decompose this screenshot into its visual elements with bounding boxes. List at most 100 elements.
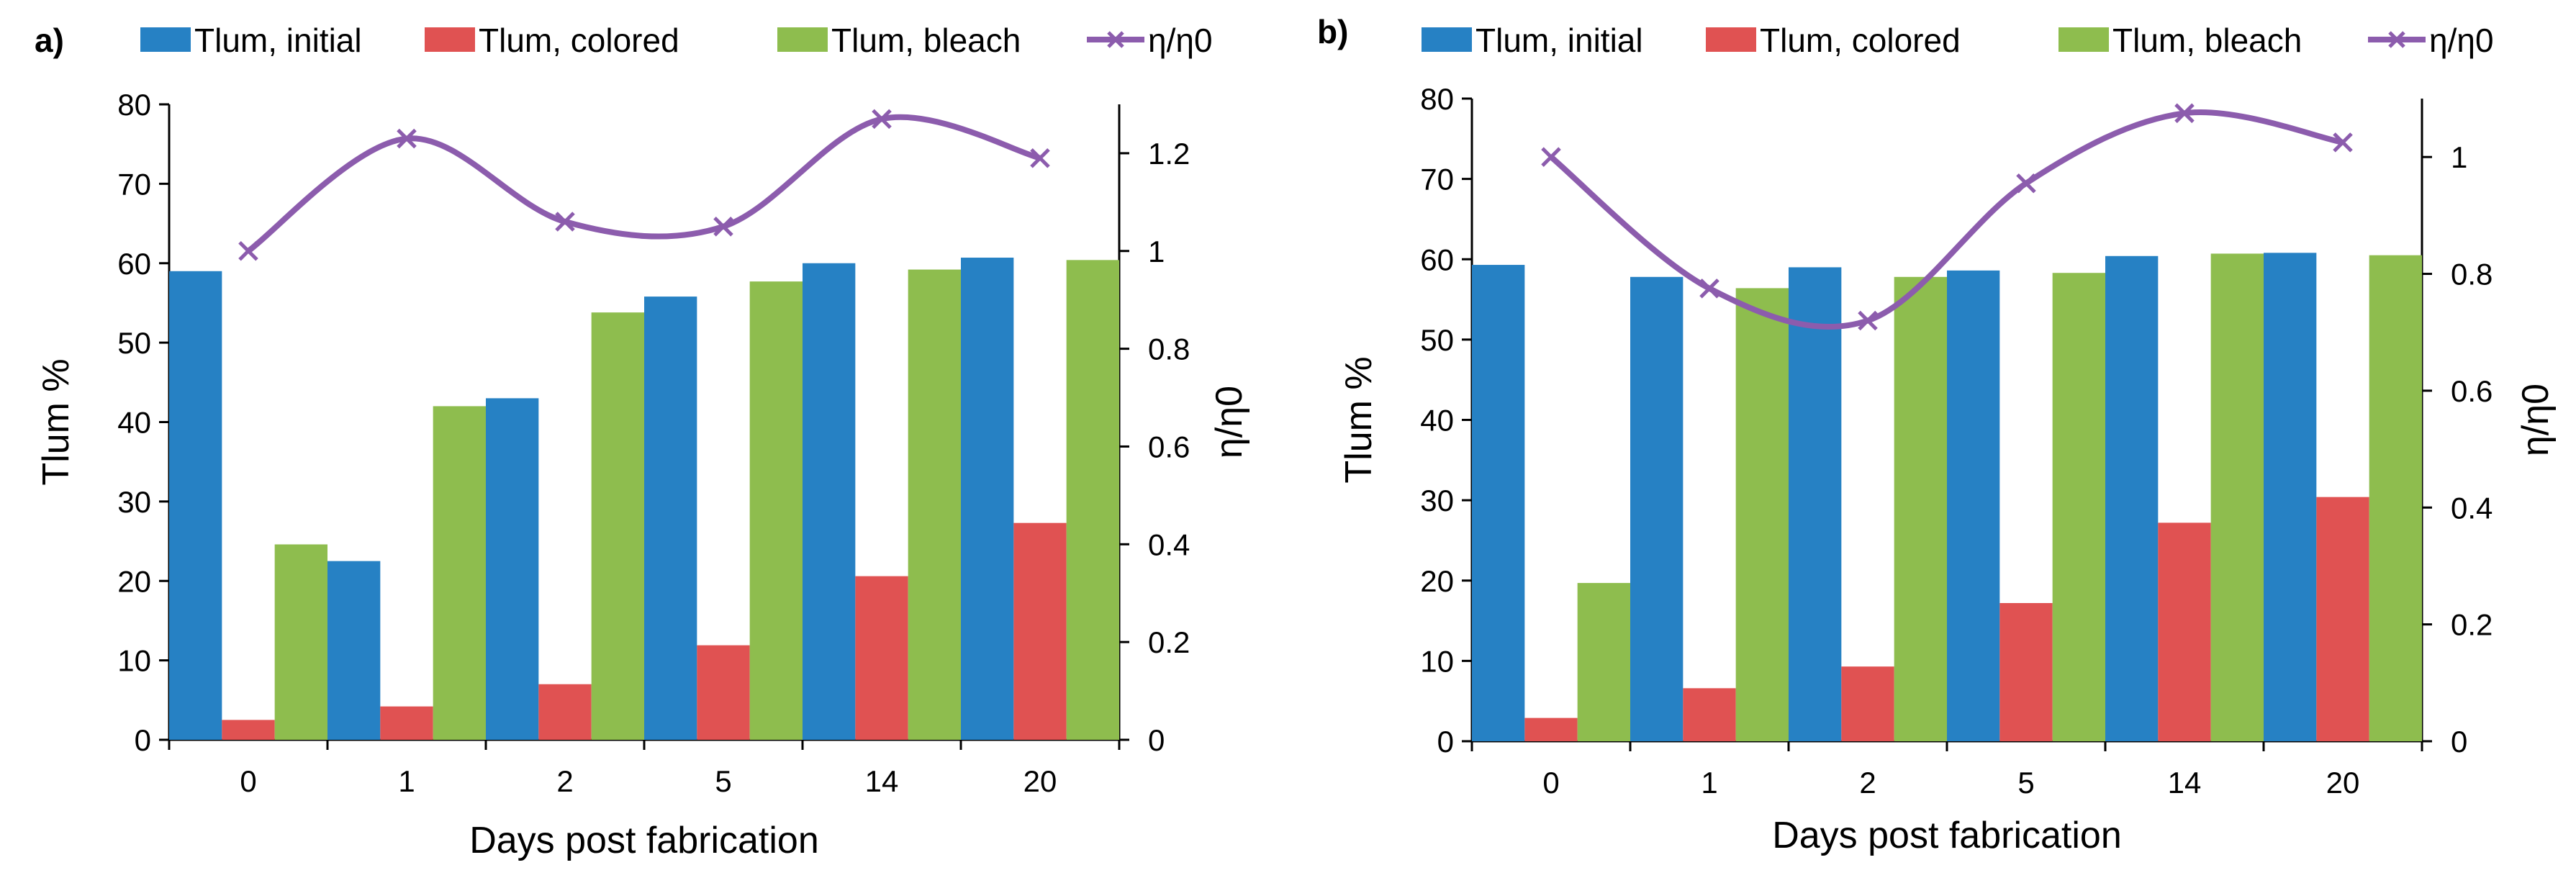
y-tick-label: 80 [117,88,151,122]
bar [274,544,327,740]
bar [2158,522,2211,741]
y2-tick-label: 1.2 [1148,137,1190,171]
bar [1841,666,1894,741]
x-tick-label: 2 [556,764,573,798]
chart-panel-a: a) Tlum, initial Tlum, colored Tlum, bleach… [35,22,1250,861]
x-tick-label: 0 [1542,766,1559,800]
y2-tick-label: 0 [1148,723,1165,757]
y2-tick-label: 1 [1148,235,1165,268]
bar [2052,273,2105,741]
y-axis-title: Tlum % [35,358,77,485]
x-tick-label: 5 [2017,766,2034,800]
legend-label: η/η0 [2429,22,2494,59]
bar [222,720,275,740]
eta-point-marker [2333,132,2353,153]
y-tick-label: 0 [135,723,151,757]
y-tick-label: 30 [1420,484,1454,517]
x-axis-title: Days post fabrication [1772,815,2122,856]
eta-point-marker [238,241,258,261]
x-axis-title: Days post fabrication [469,820,819,861]
bar [1735,288,1789,741]
bar [908,269,961,741]
x-tick-label: 20 [1023,764,1057,798]
bar [803,263,856,740]
y-tick-label: 30 [117,485,151,519]
legend-line-marker [2388,31,2405,48]
bar [591,312,644,740]
bar [1683,688,1736,741]
y2-tick-label: 0.6 [1148,430,1190,463]
eta-point-marker [2174,103,2195,124]
y2-axis-title: η/η0 [2515,384,2557,456]
bar [327,561,381,740]
legend-swatch [425,27,475,52]
bar [1999,603,2053,741]
bar [2210,253,2264,741]
legend-swatch [2058,27,2109,52]
bar [1789,267,1842,742]
eta-point-marker [555,212,575,232]
y-tick-label: 70 [1420,163,1454,196]
bar [1066,260,1119,741]
y-tick-label: 60 [117,247,151,281]
y-tick-label: 10 [117,644,151,678]
legend-label: Tlum, colored [479,22,679,59]
eta-line-series [246,114,1041,254]
x-tick-label: 0 [240,764,256,798]
eta-point-marker [1699,279,1719,299]
y2-tick-label: 0.8 [1148,332,1190,366]
y-tick-label: 80 [1420,82,1454,116]
y2-tick-label: 1 [2451,140,2467,174]
y2-tick-label: 0.2 [1148,625,1190,659]
y-tick-label: 60 [1420,243,1454,276]
y2-tick-label: 0.8 [2451,258,2493,291]
eta-point-marker [872,109,892,130]
bar [2264,253,2317,741]
y-axis-title: Tlum % [1338,356,1380,483]
y2-tick-label: 0 [2451,725,2467,759]
y-tick-label: 50 [1420,323,1454,357]
y-tick-label: 20 [117,564,151,598]
legend-swatch [1422,27,1472,52]
bar [2105,255,2159,741]
eta-point-marker [1541,147,1561,167]
bar [749,281,803,741]
legend-label: Tlum, initial [1475,22,1643,59]
panel-label: a) [35,22,64,59]
panel-label: b) [1317,13,1348,50]
x-tick-label: 1 [1701,766,1717,800]
legend-swatch [140,27,191,52]
bar [1630,276,1684,741]
x-tick-label: 5 [715,764,731,798]
bar [1013,522,1067,740]
x-tick-label: 20 [2326,766,2360,800]
bar [169,271,222,741]
y-tick-label: 40 [117,406,151,440]
legend-swatch [777,27,828,52]
legend-swatch [1706,27,1756,52]
bar [697,645,750,740]
legend-line-marker [1107,31,1124,48]
bar [1524,717,1578,741]
bar [1472,265,1525,742]
bar [433,406,486,740]
bar [1577,583,1630,741]
y2-tick-label: 0.2 [2451,608,2493,642]
bar [2369,255,2422,741]
y-tick-label: 0 [1437,725,1454,759]
legend-label: Tlum, bleach [2112,22,2302,59]
legend-label: Tlum, colored [1760,22,1961,59]
x-tick-label: 1 [398,764,415,798]
x-tick-label: 14 [2168,766,2202,800]
y2-tick-label: 0.6 [2451,374,2493,408]
bar [380,706,433,740]
y2-tick-label: 0.4 [2451,491,2493,525]
x-tick-label: 2 [1859,766,1876,800]
y2-axis-title: η/η0 [1208,386,1250,458]
x-tick-label: 14 [865,764,899,798]
y-tick-label: 40 [1420,404,1454,438]
eta-point-marker [713,217,733,237]
legend-label: Tlum, bleach [831,22,1021,59]
eta-point-marker [2016,173,2036,194]
